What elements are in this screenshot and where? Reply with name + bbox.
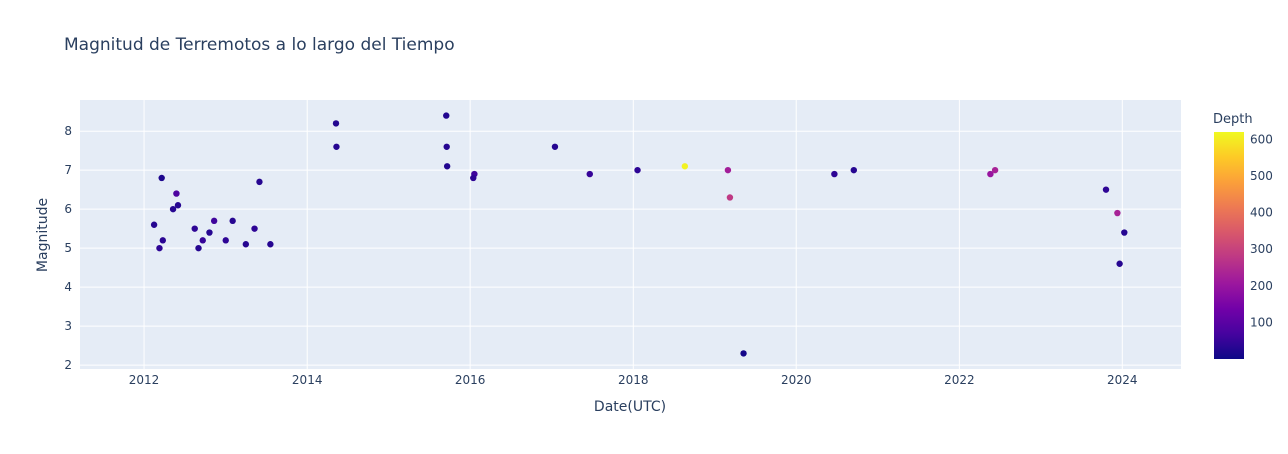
y-tick-label: 5 xyxy=(64,241,72,255)
scatter-point[interactable] xyxy=(174,202,182,209)
scatter-point[interactable] xyxy=(1116,260,1123,267)
colorbar-tick-label: 400 xyxy=(1250,206,1273,220)
scatter-point[interactable] xyxy=(681,163,689,170)
colorbar-tick-label: 200 xyxy=(1250,279,1273,293)
colorbar-tick-label: 100 xyxy=(1250,315,1273,329)
scatter-point[interactable] xyxy=(586,170,593,178)
x-tick-label: 2022 xyxy=(944,373,975,387)
scatter-point[interactable] xyxy=(158,174,165,182)
colorbar-tick-label: 500 xyxy=(1250,169,1273,183)
y-tick-label: 2 xyxy=(64,358,72,372)
scatter-point[interactable] xyxy=(443,163,451,170)
scatter-point[interactable] xyxy=(724,166,732,174)
scatter-point[interactable] xyxy=(470,174,477,182)
scatter-point[interactable] xyxy=(251,225,258,232)
scatter-point[interactable] xyxy=(242,241,250,248)
scatter-point[interactable] xyxy=(333,143,340,150)
scatter-point[interactable] xyxy=(206,229,213,236)
scatter-points[interactable] xyxy=(150,112,1128,357)
y-tick-label: 4 xyxy=(64,280,72,294)
colorbar: Depth 100 200 300 400 500 600 xyxy=(1213,112,1273,359)
x-tick-label: 2018 xyxy=(618,373,649,387)
x-tick-label: 2024 xyxy=(1107,373,1138,387)
scatter-point[interactable] xyxy=(991,166,999,174)
scatter-point[interactable] xyxy=(173,190,180,197)
axes: 2012 2014 2016 2018 2020 2022 2024 2 3 4 5 6 7 8 xyxy=(64,124,1137,387)
plot-area[interactable] xyxy=(80,100,1181,369)
colorbar-gradient xyxy=(1214,132,1244,359)
scatter-point[interactable] xyxy=(191,225,198,232)
scatter-point[interactable] xyxy=(169,205,177,213)
scatter-point[interactable] xyxy=(256,178,263,186)
scatter-point[interactable] xyxy=(726,194,734,201)
colorbar-ticks: 100 200 300 400 500 600 xyxy=(1250,132,1273,329)
scatter-point[interactable] xyxy=(1121,229,1128,236)
scatter-point[interactable] xyxy=(150,221,158,228)
scatter-point[interactable] xyxy=(740,350,747,357)
colorbar-tick-label: 600 xyxy=(1250,132,1273,146)
scatter-point[interactable] xyxy=(1114,209,1121,217)
scatter-point[interactable] xyxy=(1102,186,1110,193)
scatter-point[interactable] xyxy=(195,244,202,252)
scatter-point[interactable] xyxy=(156,244,163,252)
scatter-point[interactable] xyxy=(850,166,858,174)
scatter-point[interactable] xyxy=(332,120,340,127)
y-tick-label: 6 xyxy=(64,202,72,216)
scatter-point[interactable] xyxy=(267,241,274,248)
scatter-point[interactable] xyxy=(634,166,641,174)
chart-title: Magnitud de Terremotos a lo largo del Ti… xyxy=(64,35,455,55)
colorbar-title: Depth xyxy=(1213,112,1253,127)
scatter-point[interactable] xyxy=(199,237,206,244)
scatter-point[interactable] xyxy=(831,170,838,178)
y-axis-label: Magnitude xyxy=(35,198,51,272)
y-tick-label: 7 xyxy=(64,163,72,177)
colorbar-tick-label: 300 xyxy=(1250,242,1273,256)
scatter-point[interactable] xyxy=(551,143,559,150)
x-tick-label: 2020 xyxy=(781,373,812,387)
y-tick-label: 3 xyxy=(64,319,72,333)
x-tick-label: 2014 xyxy=(292,373,323,387)
scatter-point[interactable] xyxy=(229,217,236,225)
scatter-point[interactable] xyxy=(210,217,218,225)
scatter-point[interactable] xyxy=(443,112,450,119)
x-tick-label: 2012 xyxy=(129,373,160,387)
y-tick-label: 8 xyxy=(64,124,72,138)
x-axis-label: Date(UTC) xyxy=(594,399,666,415)
x-tick-label: 2016 xyxy=(455,373,486,387)
scatter-point[interactable] xyxy=(222,237,229,244)
scatter-point[interactable] xyxy=(443,143,450,150)
scatter-point[interactable] xyxy=(159,237,167,244)
scatter-point[interactable] xyxy=(987,170,994,178)
